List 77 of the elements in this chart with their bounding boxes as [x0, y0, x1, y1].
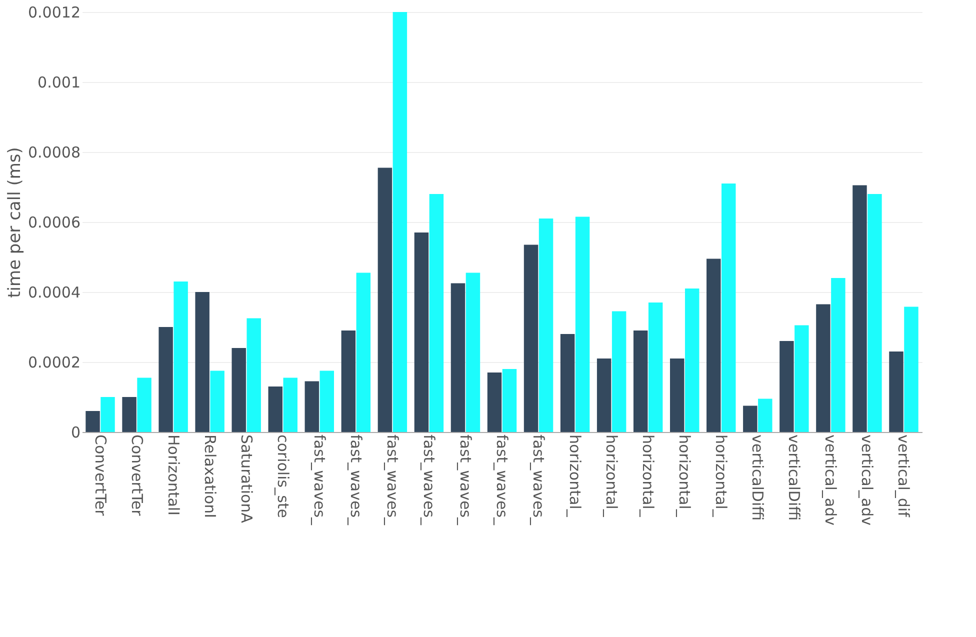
bar	[524, 244, 538, 432]
bar	[722, 184, 736, 432]
bar	[816, 304, 830, 432]
x-tick-label: fast_waves_	[420, 434, 438, 526]
x-tick-label: ConvertTer	[128, 434, 146, 517]
x-tick-label: vertical_dif	[894, 434, 913, 518]
bar	[648, 302, 663, 432]
bar	[889, 352, 904, 432]
bar	[378, 168, 392, 432]
bar	[429, 194, 444, 432]
bar	[392, 12, 408, 432]
y-tick-label: 0.001	[38, 74, 80, 92]
bar	[794, 325, 809, 432]
bar	[684, 288, 700, 432]
bar	[341, 330, 356, 432]
x-tick-label: horizontal_	[566, 434, 584, 518]
x-tick-label: fast_waves_	[383, 434, 402, 526]
x-tick-label: horizontal_	[602, 434, 621, 518]
bar	[575, 216, 590, 432]
bar	[414, 232, 429, 432]
bar	[320, 370, 334, 432]
bar	[283, 378, 298, 432]
x-tick-label: fast_waves_	[456, 434, 474, 526]
bar	[487, 372, 502, 432]
x-tick-label: fast_waves_	[530, 434, 548, 526]
x-tick-label: vertical_adv	[822, 434, 840, 526]
x-tick-label: horizontal_	[639, 434, 658, 518]
y-tick-label: 0.0006	[28, 214, 80, 232]
bar	[538, 218, 554, 432]
x-tick-label: SaturationA	[237, 434, 256, 524]
bar	[195, 292, 210, 432]
y-tick-label: 0.0012	[28, 4, 80, 22]
y-tick-label: 0.0002	[28, 354, 80, 372]
bar	[743, 406, 758, 432]
bar	[450, 283, 466, 432]
x-tick-label: fast_waves_	[310, 434, 328, 526]
x-tick-label: HorizontalI	[164, 434, 182, 516]
bar	[137, 378, 152, 432]
y-tick-label: 0.0008	[28, 144, 80, 162]
x-tick-label: fast_waves_	[493, 434, 511, 526]
bar	[304, 381, 320, 432]
bar	[904, 306, 918, 432]
bar	[670, 358, 684, 432]
x-tick-label: coriolis_ste	[274, 434, 292, 518]
bar	[633, 330, 648, 432]
x-tick-label: vertical_adv	[858, 434, 876, 526]
x-tick-label: verticalDiffi	[785, 434, 804, 521]
bar	[356, 272, 371, 432]
x-tick-label: horizontal_	[712, 434, 730, 518]
bar	[612, 311, 626, 432]
bar	[831, 278, 846, 432]
x-tick-label: fast_waves_	[346, 434, 365, 526]
x-tick-label: horizontal_	[676, 434, 694, 518]
bar	[100, 397, 115, 432]
bar	[174, 282, 188, 432]
bar	[502, 369, 517, 432]
bar	[780, 341, 794, 432]
bar	[596, 358, 612, 432]
x-tick-label: verticalDiffi	[748, 434, 767, 521]
bar	[86, 411, 100, 432]
bar	[268, 386, 282, 432]
y-tick-label: 0.0004	[28, 284, 80, 302]
y-axis-title: time per call (ms)	[5, 147, 26, 298]
bar	[246, 318, 261, 432]
bar	[122, 397, 136, 432]
bar	[466, 272, 480, 432]
bar	[210, 370, 224, 432]
bar	[232, 348, 246, 432]
bar	[758, 398, 772, 432]
bar	[158, 327, 173, 432]
bar	[852, 185, 867, 432]
bar	[706, 258, 721, 432]
y-tick-label: 0	[70, 424, 80, 442]
x-tick-label: ConvertTer	[91, 434, 110, 517]
x-tick-label: RelaxationI	[200, 434, 219, 518]
bar	[868, 194, 882, 432]
bar	[560, 334, 575, 432]
